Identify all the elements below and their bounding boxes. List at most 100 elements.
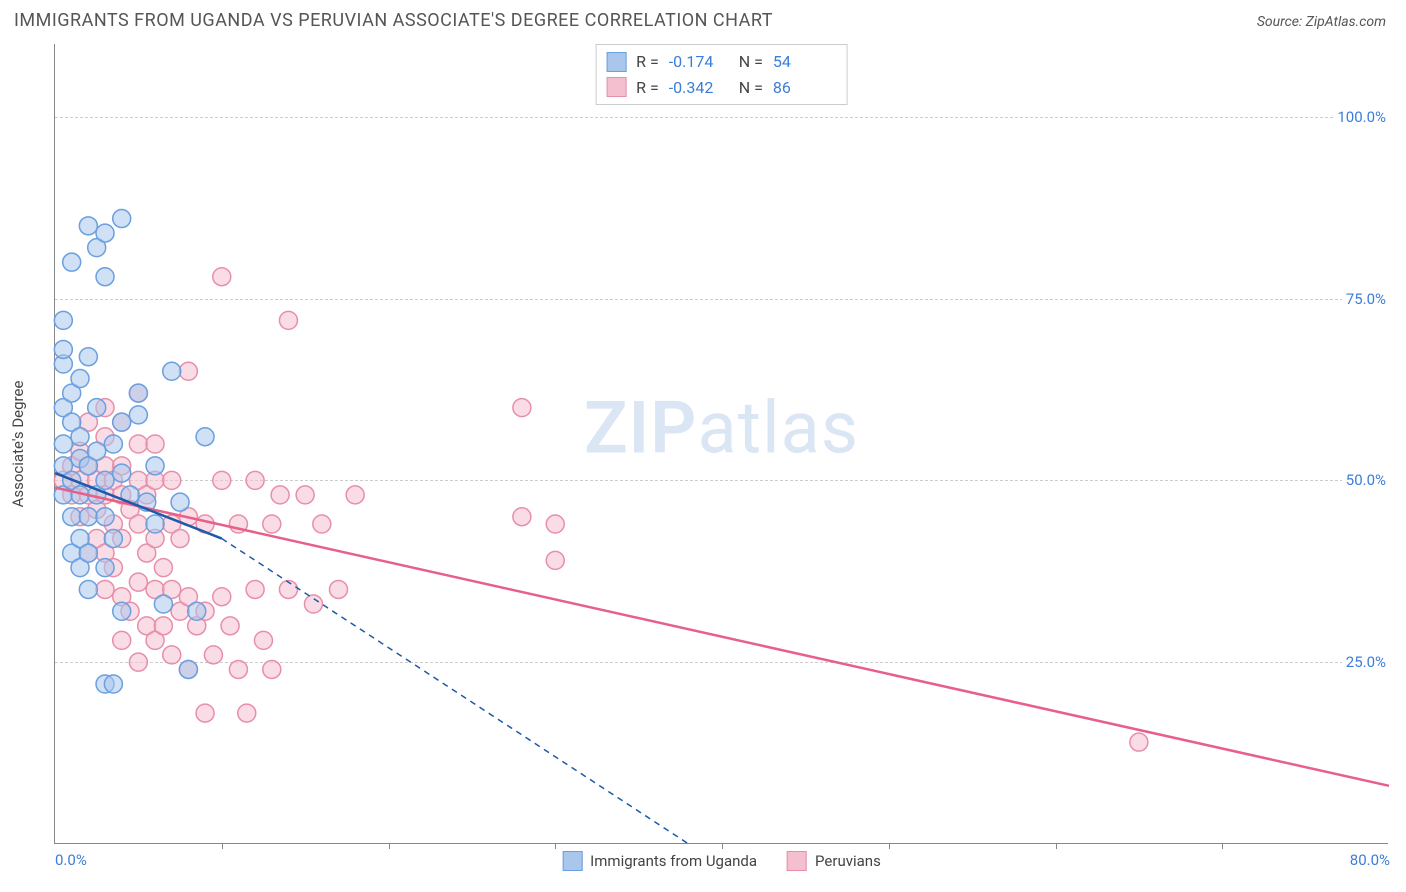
data-point bbox=[146, 515, 164, 533]
data-point bbox=[163, 362, 181, 380]
y-axis-title: Associate's Degree bbox=[9, 381, 27, 508]
data-point bbox=[129, 573, 147, 591]
data-point bbox=[154, 617, 172, 635]
data-point bbox=[329, 580, 347, 598]
x-axis-origin-label: 0.0% bbox=[55, 851, 87, 869]
data-point bbox=[88, 442, 106, 460]
data-point bbox=[96, 580, 114, 598]
data-point bbox=[146, 457, 164, 475]
x-tick bbox=[555, 843, 556, 849]
data-point bbox=[296, 486, 314, 504]
data-point bbox=[213, 268, 231, 286]
data-point bbox=[513, 399, 531, 417]
data-point bbox=[154, 559, 172, 577]
data-point bbox=[263, 515, 281, 533]
data-point bbox=[163, 471, 181, 489]
swatch-series2 bbox=[606, 77, 626, 97]
x-tick bbox=[1056, 843, 1057, 849]
x-tick bbox=[889, 843, 890, 849]
data-point bbox=[129, 515, 147, 533]
data-point bbox=[113, 413, 131, 431]
plot-area: ZIPatlas 25.0%50.0%75.0%100.0% R = -0.17… bbox=[54, 44, 1388, 844]
source-attribution: Source: ZipAtlas.com bbox=[1257, 14, 1386, 30]
data-point bbox=[546, 515, 564, 533]
data-point bbox=[163, 646, 181, 664]
data-point bbox=[196, 428, 214, 446]
data-point bbox=[113, 464, 131, 482]
legend-label: Immigrants from Uganda bbox=[590, 852, 757, 870]
data-point bbox=[313, 515, 331, 533]
data-point bbox=[79, 348, 97, 366]
data-point bbox=[88, 399, 106, 417]
data-point bbox=[104, 435, 122, 453]
data-point bbox=[79, 508, 97, 526]
data-point bbox=[279, 311, 297, 329]
data-point bbox=[104, 675, 122, 693]
data-point bbox=[96, 559, 114, 577]
data-point bbox=[254, 631, 272, 649]
x-axis-end-label: 80.0% bbox=[1350, 851, 1390, 869]
data-point bbox=[346, 486, 364, 504]
data-point bbox=[54, 311, 72, 329]
data-point bbox=[1130, 733, 1148, 751]
data-point bbox=[146, 435, 164, 453]
data-point bbox=[79, 580, 97, 598]
x-tick bbox=[389, 843, 390, 849]
data-point bbox=[96, 471, 114, 489]
data-point bbox=[196, 704, 214, 722]
bottom-legend: Immigrants from Uganda Peruvians bbox=[562, 851, 881, 871]
data-point bbox=[96, 508, 114, 526]
data-point bbox=[513, 508, 531, 526]
data-point bbox=[113, 210, 131, 228]
x-tick bbox=[1222, 843, 1223, 849]
data-point bbox=[246, 471, 264, 489]
data-point bbox=[188, 602, 206, 620]
data-point bbox=[238, 704, 256, 722]
data-point bbox=[171, 493, 189, 511]
data-point bbox=[104, 530, 122, 548]
swatch-series2 bbox=[787, 851, 807, 871]
stats-row-1: R = -0.174 N = 54 bbox=[606, 49, 833, 75]
data-point bbox=[546, 551, 564, 569]
data-point bbox=[271, 486, 289, 504]
data-point bbox=[304, 595, 322, 613]
data-point bbox=[213, 588, 231, 606]
legend-item-1: Immigrants from Uganda bbox=[562, 851, 757, 871]
data-point bbox=[63, 508, 81, 526]
data-point bbox=[71, 370, 89, 388]
correlation-chart: Associate's Degree ZIPatlas 25.0%50.0%75… bbox=[48, 44, 1388, 844]
page-title: IMMIGRANTS FROM UGANDA VS PERUVIAN ASSOC… bbox=[14, 10, 773, 31]
x-tick bbox=[722, 843, 723, 849]
scatter-svg bbox=[55, 44, 1388, 843]
stats-legend: R = -0.174 N = 54 R = -0.342 N = 86 bbox=[595, 44, 848, 105]
data-point bbox=[213, 471, 231, 489]
data-point bbox=[54, 435, 72, 453]
data-point bbox=[79, 544, 97, 562]
data-point bbox=[96, 224, 114, 242]
data-point bbox=[263, 660, 281, 678]
data-point bbox=[113, 631, 131, 649]
data-point bbox=[179, 660, 197, 678]
data-point bbox=[71, 428, 89, 446]
stats-row-2: R = -0.342 N = 86 bbox=[606, 75, 833, 101]
data-point bbox=[63, 253, 81, 271]
data-point bbox=[246, 580, 264, 598]
data-point bbox=[171, 530, 189, 548]
data-point bbox=[179, 362, 197, 380]
legend-item-2: Peruvians bbox=[787, 851, 881, 871]
data-point bbox=[129, 435, 147, 453]
x-tick bbox=[222, 843, 223, 849]
legend-label: Peruvians bbox=[815, 852, 881, 870]
data-point bbox=[113, 602, 131, 620]
data-point bbox=[129, 384, 147, 402]
data-point bbox=[79, 217, 97, 235]
data-point bbox=[96, 268, 114, 286]
data-point bbox=[54, 340, 72, 358]
data-point bbox=[129, 653, 147, 671]
data-point bbox=[279, 580, 297, 598]
data-point bbox=[204, 646, 222, 664]
swatch-series1 bbox=[562, 851, 582, 871]
data-point bbox=[154, 595, 172, 613]
data-point bbox=[221, 617, 239, 635]
data-point bbox=[229, 660, 247, 678]
